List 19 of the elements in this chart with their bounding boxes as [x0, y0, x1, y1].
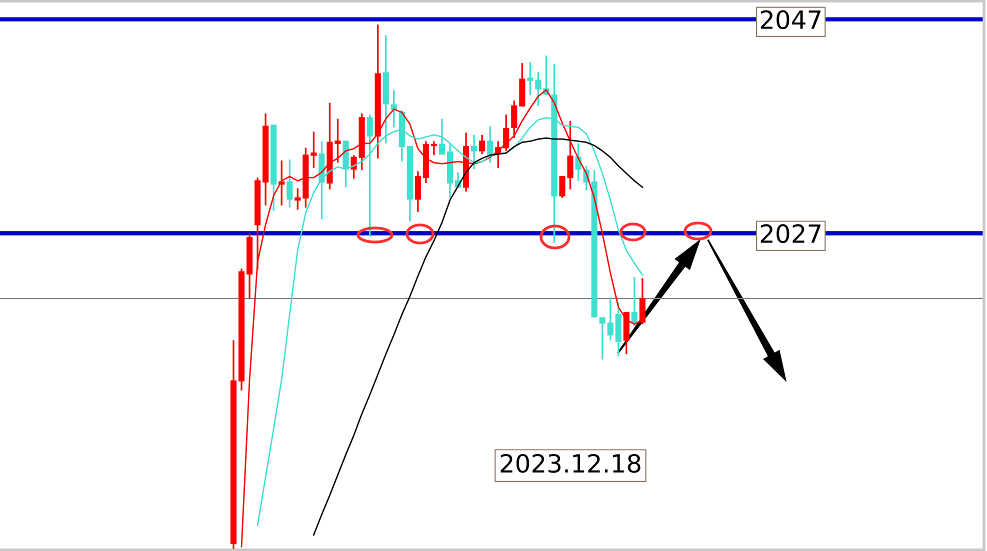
candlestick	[430, 140, 438, 156]
candlestick	[535, 70, 542, 107]
y-tick-label: 2047	[760, 10, 821, 30]
candlestick	[487, 125, 494, 164]
candlestick	[350, 154, 357, 180]
candlestick	[471, 134, 478, 170]
candlestick	[511, 100, 518, 139]
candlestick	[607, 296, 614, 342]
annotation: 2023.12.18	[500, 454, 640, 473]
candlestick	[310, 130, 317, 169]
candlestick	[527, 61, 534, 96]
candlestick	[294, 187, 301, 211]
candlestick	[286, 158, 293, 208]
candlestick	[414, 170, 421, 213]
candlestick	[479, 134, 486, 155]
candlestick	[599, 316, 606, 360]
y-tick-label: 2027	[760, 224, 821, 244]
candlestick	[631, 276, 638, 328]
line-series	[312, 137, 644, 536]
